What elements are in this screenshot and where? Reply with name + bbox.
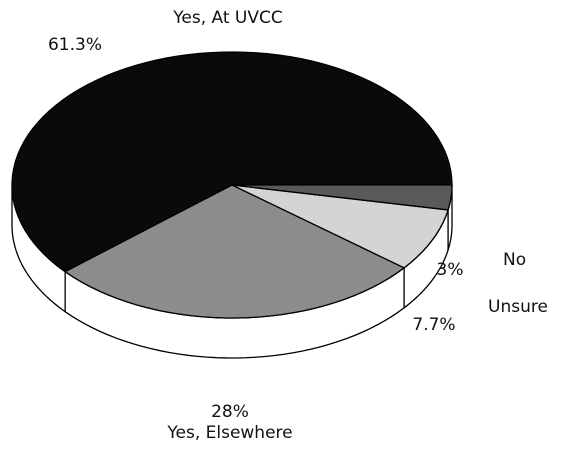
value-label: 61.3%: [48, 35, 102, 55]
pie-slice: [231, 184, 453, 211]
slice-label: Unsure: [488, 297, 548, 317]
pie-slice: [231, 184, 449, 269]
slice-label: Yes, At UVCC: [172, 8, 282, 28]
pie-slice: [11, 51, 453, 273]
value-label: 7.7%: [412, 315, 455, 335]
slice-label: Yes, Elsewhere: [166, 423, 292, 443]
value-label: 3%: [437, 260, 464, 280]
value-label: 28%: [211, 402, 249, 422]
slice-label: No: [503, 250, 526, 270]
pie-slice: [63, 184, 406, 319]
